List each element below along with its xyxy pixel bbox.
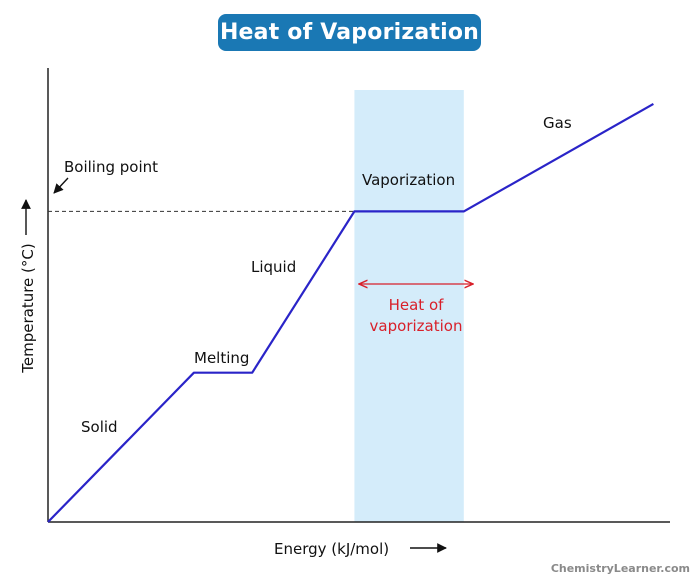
chart-title: Heat of Vaporization (218, 14, 481, 51)
watermark-text: ChemistryLearner.com (550, 562, 690, 575)
y-axis-label: Temperature (°C) (19, 243, 37, 373)
liquid-label: Liquid (251, 258, 296, 276)
heating-curve-line (47, 102, 654, 523)
heat-of-vaporization-label-line1: Heat of (389, 296, 445, 314)
boiling-point-arrow (53, 177, 69, 194)
melting-label: Melting (194, 349, 249, 367)
x-axis-label: Energy (kJ/mol) (274, 540, 389, 558)
boiling-point-label: Boiling point (64, 158, 158, 176)
heat-of-vaporization-label-line2: vaporization (370, 317, 463, 335)
vaporization-label: Vaporization (362, 171, 455, 189)
vaporization-highlight-band (354, 90, 464, 522)
solid-label: Solid (81, 418, 118, 436)
gas-label: Gas (543, 114, 572, 132)
